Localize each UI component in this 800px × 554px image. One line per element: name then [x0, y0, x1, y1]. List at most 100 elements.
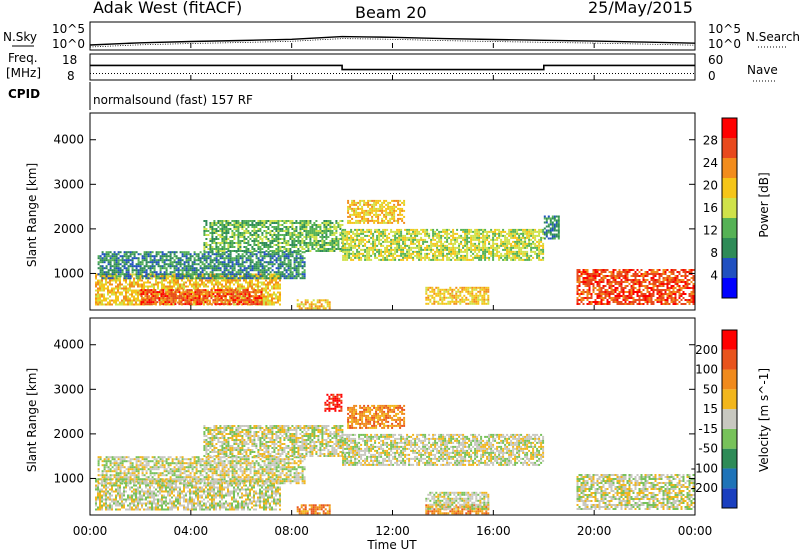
heatmap-cell: [261, 242, 264, 244]
heatmap-cell: [163, 301, 165, 304]
heatmap-cell: [179, 293, 181, 296]
heatmap-cell: [245, 238, 248, 240]
heatmap-cell: [109, 281, 111, 284]
heatmap-cell: [439, 294, 442, 297]
heatmap-cell: [241, 269, 244, 272]
heatmap-cell: [436, 250, 439, 253]
heatmap-cell: [354, 254, 357, 257]
heatmap-cell: [416, 230, 419, 233]
heatmap-cell: [207, 234, 210, 236]
heatmap-cell: [241, 277, 244, 280]
heatmap-cell: [536, 254, 539, 257]
heatmap-cell: [175, 261, 178, 264]
heatmap-cell: [173, 291, 175, 294]
heatmap-cell: [454, 242, 457, 245]
heatmap-cell: [203, 220, 206, 222]
heatmap-cell: [172, 299, 175, 302]
heatmap-cell: [185, 257, 188, 260]
heatmap-cell: [213, 232, 216, 234]
heatmap-cell: [492, 240, 495, 243]
heatmap-cell: [170, 295, 173, 298]
heatmap-cell: [289, 275, 292, 278]
heatmap-cell: [253, 226, 256, 228]
heatmap-cell: [188, 303, 191, 306]
heatmap-cell: [186, 299, 189, 302]
heatmap-cell: [149, 265, 152, 268]
heatmap-cell: [363, 215, 366, 218]
heatmap-cell: [241, 271, 244, 274]
heatmap-cell: [179, 261, 182, 264]
heatmap-cell: [455, 298, 458, 301]
heatmap-cell: [195, 253, 198, 256]
heatmap-cell: [203, 273, 206, 276]
heatmap-cell: [249, 238, 252, 240]
heatmap-cell: [319, 232, 322, 234]
heatmap-cell: [271, 279, 273, 282]
heatmap-cell: [477, 296, 480, 299]
heatmap-cell: [540, 250, 543, 253]
heatmap-cell: [365, 219, 368, 222]
heatmap-cell: [304, 301, 307, 304]
heatmap-cell: [221, 251, 224, 254]
heatmap-cell: [416, 252, 419, 255]
heatmap-cell: [488, 258, 491, 261]
heatmap-cell: [181, 299, 183, 302]
heatmap-cell: [209, 263, 212, 266]
heatmap-cell: [520, 232, 523, 235]
heatmap-cell: [131, 271, 134, 274]
heatmap-cell: [231, 261, 234, 264]
heatmap-cell: [394, 256, 397, 259]
heatmap-cell: [183, 275, 186, 278]
heatmap-cell: [506, 258, 509, 261]
heatmap-cell: [125, 261, 128, 264]
heatmap-cell: [301, 224, 304, 226]
heatmap-cell: [103, 303, 105, 306]
heatmap-cell: [396, 236, 399, 239]
heatmap-cell: [438, 244, 441, 247]
heatmap-cell: [257, 269, 260, 272]
heatmap-cell: [261, 271, 264, 274]
heatmap-cell: [371, 209, 374, 212]
heatmap-cell: [325, 232, 328, 234]
heatmap-cell: [475, 302, 478, 305]
heatmap-cell: [142, 297, 145, 300]
heatmap-cell: [178, 303, 181, 306]
heatmap-cell: [208, 293, 211, 296]
heatmap-cell: [127, 271, 130, 274]
heatmap-cell: [514, 242, 517, 245]
heatmap-cell: [454, 246, 457, 249]
heatmap-cell: [154, 291, 157, 294]
heatmap-cell: [151, 275, 154, 278]
heatmap-cell: [195, 285, 197, 288]
heatmap-cell: [219, 230, 222, 232]
heatmap-cell: [111, 275, 114, 278]
heatmap-cell: [217, 265, 220, 268]
heatmap-cell: [349, 203, 352, 206]
heatmap-cell: [221, 263, 224, 266]
heatmap-cell: [461, 290, 464, 293]
heatmap-cell: [153, 255, 156, 258]
heatmap-cell: [205, 267, 208, 270]
heatmap-cell: [254, 301, 257, 304]
heatmap-cell: [123, 303, 125, 306]
heatmap-cell: [259, 253, 262, 256]
heatmap-cell: [176, 295, 179, 298]
heatmap-cell: [245, 261, 248, 264]
heatmap-cell: [387, 205, 390, 208]
heatmap-cell: [175, 273, 178, 276]
heatmap-cell: [226, 299, 229, 302]
heatmap-cell: [107, 255, 110, 258]
heatmap-cell: [299, 259, 302, 262]
heatmap-cell: [372, 250, 375, 253]
heatmap-cell: [391, 217, 394, 220]
heatmap-cell: [323, 226, 326, 228]
heatmap-cell: [149, 251, 152, 254]
heatmap-cell: [323, 240, 326, 242]
heatmap-cell: [177, 285, 179, 288]
heatmap-cell: [504, 240, 507, 243]
heatmap-cell: [259, 238, 262, 240]
heatmap-cell: [249, 257, 252, 260]
heatmap-cell: [180, 303, 183, 306]
heatmap-cell: [137, 273, 140, 276]
heatmap-cell: [446, 254, 449, 257]
